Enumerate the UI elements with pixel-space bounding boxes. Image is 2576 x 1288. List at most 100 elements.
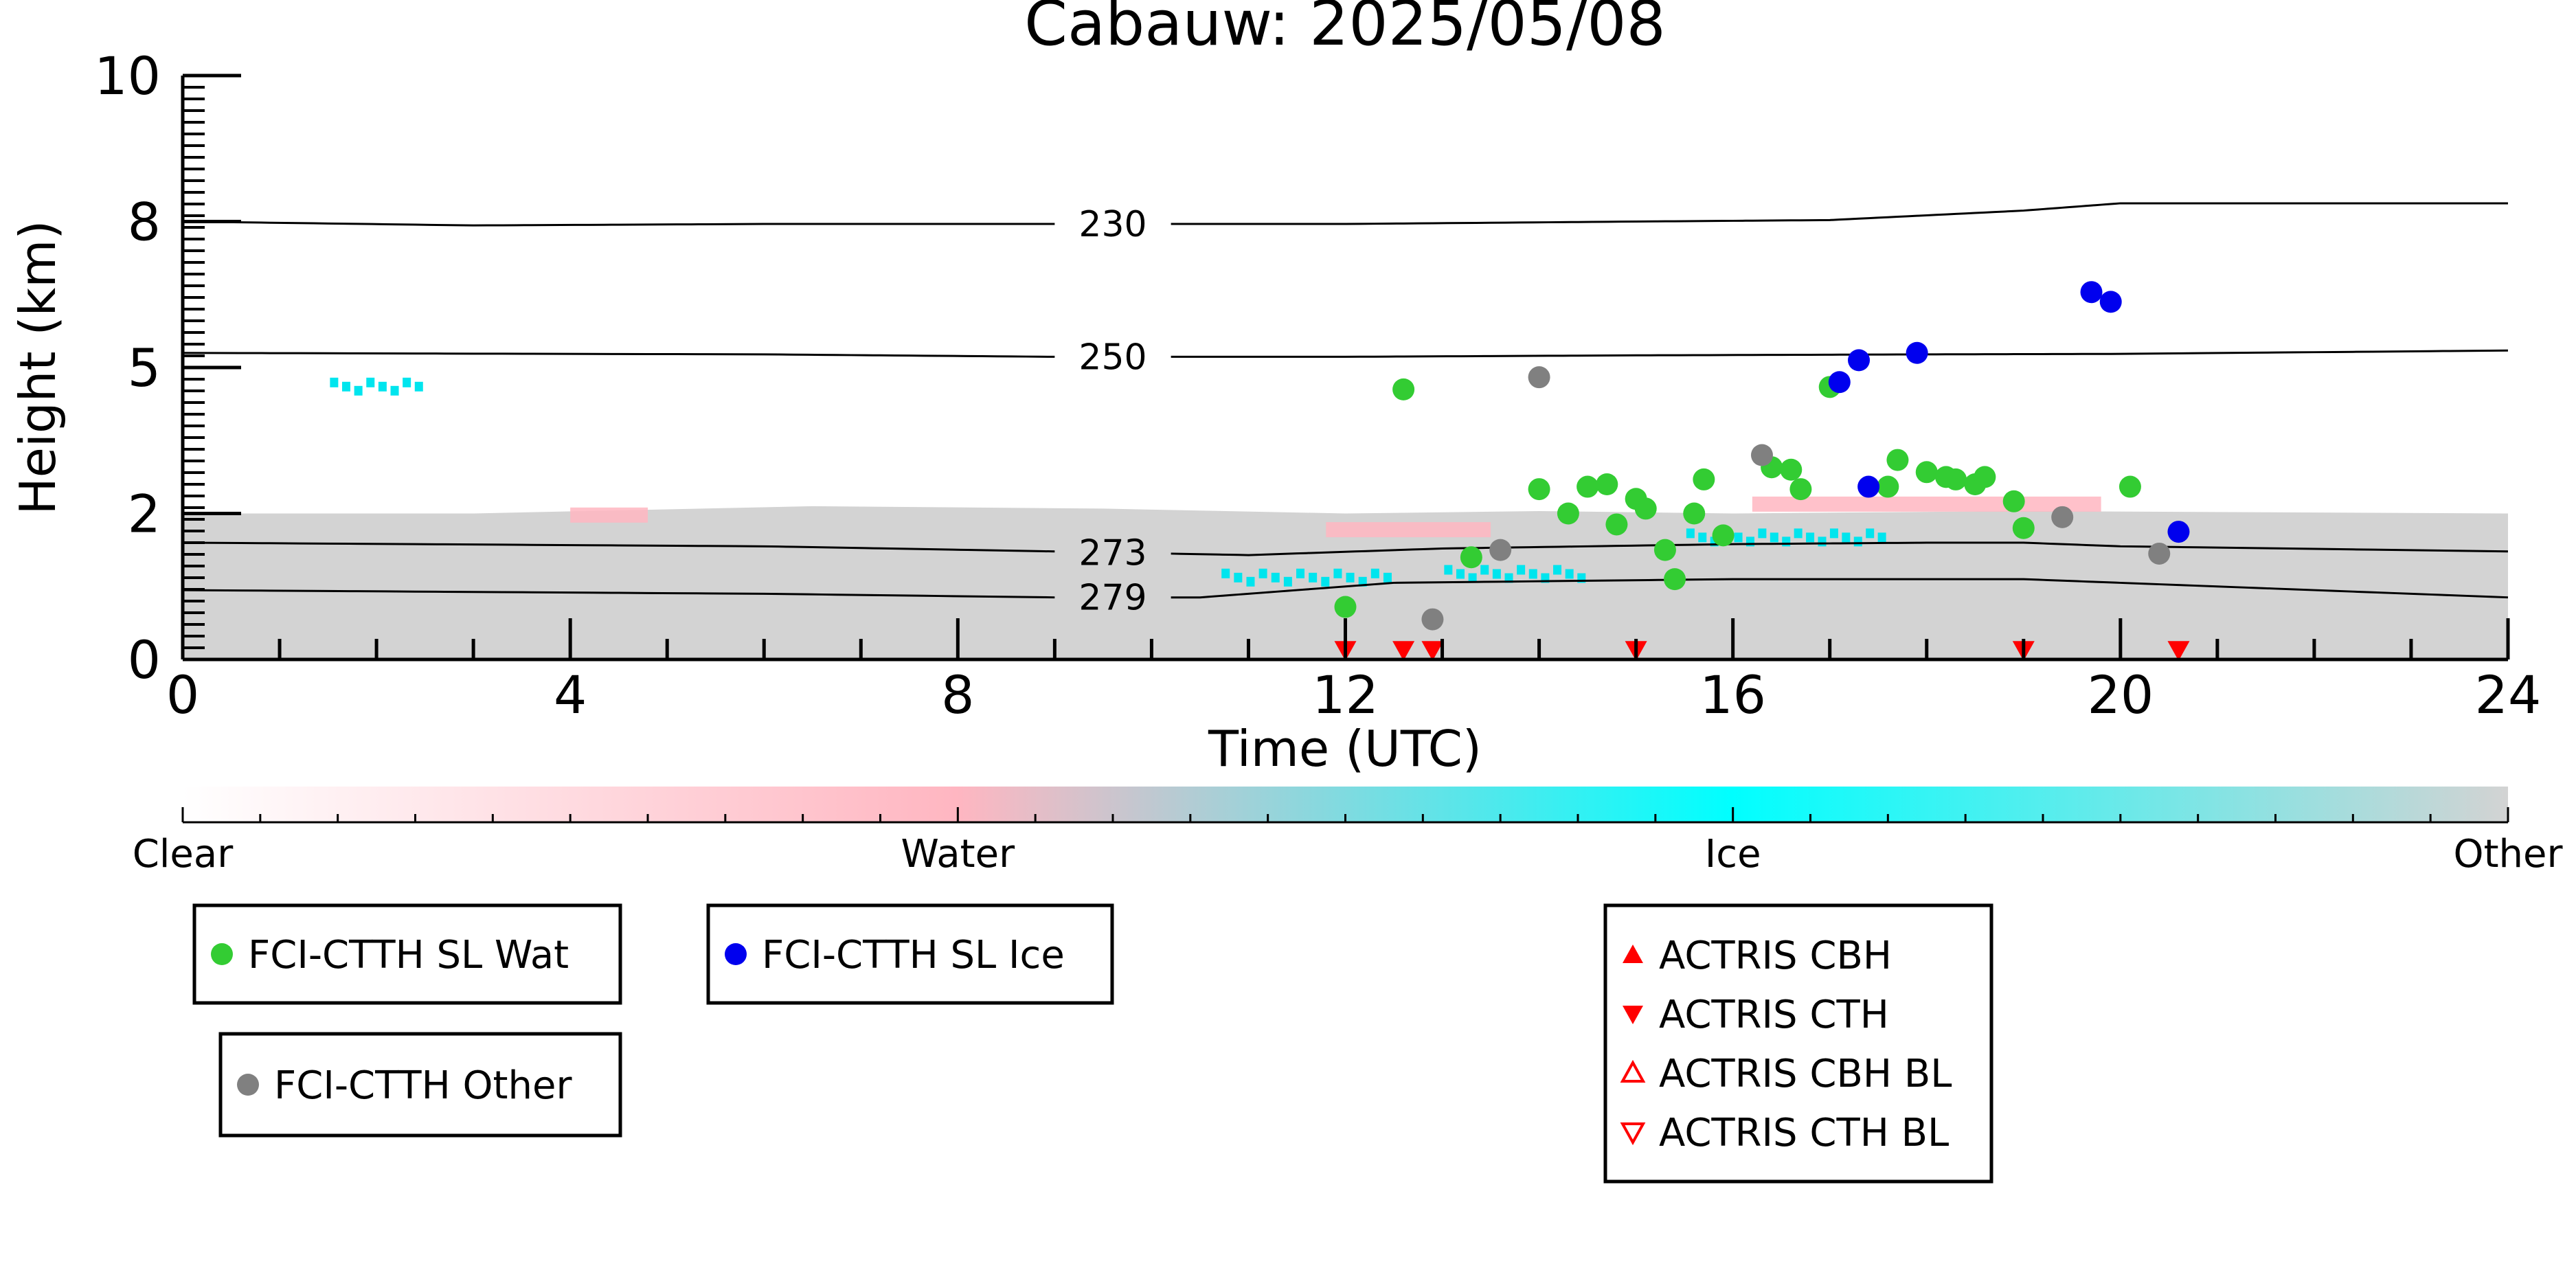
ice-patch-cell xyxy=(1321,576,1330,587)
fci-ctth-sl-wat-marker xyxy=(1877,475,1899,498)
ice-patch-cell xyxy=(1770,532,1778,543)
x-tick-label: 20 xyxy=(2087,664,2154,725)
fci-ctth-sl-wat-marker xyxy=(1634,497,1657,520)
fci-ctth-sl-wat-marker xyxy=(1528,478,1550,501)
fci-ctth-sl-wat-marker xyxy=(1334,596,1357,618)
colorbar: Clear Water Ice Other xyxy=(133,787,2563,877)
ice-patch-cell xyxy=(403,377,411,387)
fci-ctth-sl-wat-marker xyxy=(1915,461,1938,484)
isotherm-line xyxy=(182,589,1055,599)
legend-actris-cth-marker xyxy=(1623,1006,1643,1024)
water-patch xyxy=(1326,522,1491,538)
ice-patch-cell xyxy=(1565,569,1574,579)
legend-actris-cbh-bl-label: ACTRIS CBH BL xyxy=(1659,1052,1952,1096)
fci-ctth-sl-wat-marker xyxy=(1392,378,1415,400)
x-tick-label: 12 xyxy=(1312,664,1379,725)
y-tick-label: 0 xyxy=(128,629,161,690)
legend-frame xyxy=(192,903,622,1005)
ice-patch-cell xyxy=(1333,568,1342,578)
fci-ctth-sl-wat-marker xyxy=(1664,568,1686,591)
ice-patch-cell xyxy=(390,385,399,396)
legend-actris-cbh-marker xyxy=(1623,945,1643,963)
fci-ctth-sl-ice-marker xyxy=(2099,291,2122,313)
x-tick-label: 24 xyxy=(2475,664,2542,725)
x-axis-label: Time (UTC) xyxy=(1208,720,1482,778)
y-tick-label: 5 xyxy=(128,337,161,398)
fci-ctth-sl-wat-marker xyxy=(1683,502,1706,525)
isotherm-line xyxy=(182,352,1055,358)
isotherm-line xyxy=(1171,349,2509,358)
legend-box: FCI-CTTH Other xyxy=(218,1032,622,1138)
colorbar-label: Water xyxy=(901,832,1016,877)
isotherm-line xyxy=(182,541,1055,553)
y-tick-label: 10 xyxy=(94,45,161,106)
legend-box: FCI-CTTH SL Wat xyxy=(192,903,622,1005)
ice-patch-cell xyxy=(1309,572,1318,583)
x-tick-label: 8 xyxy=(941,664,974,725)
fci-ctth-sl-wat-marker xyxy=(1460,546,1482,569)
isotherm-line xyxy=(1171,202,2508,225)
fci-ctth-sl-wat-marker xyxy=(1653,539,1676,561)
colorbar-ticks: Clear Water Ice Other xyxy=(133,807,2563,877)
legend-fci-ctth-other-label: FCI-CTTH Other xyxy=(274,1063,572,1108)
ice-patch-cell xyxy=(1698,532,1707,543)
ice-patch-cell xyxy=(1456,569,1465,579)
legend-actris-cth-label: ACTRIS CTH xyxy=(1659,993,1889,1037)
ice-patch-cell xyxy=(1818,536,1827,547)
legend-fci-ctth-other-marker xyxy=(237,1074,259,1096)
fci-ctth-other-marker xyxy=(1750,444,1773,466)
ice-patch-cell xyxy=(1271,572,1280,583)
ice-patch-cell xyxy=(1553,565,1562,575)
ice-patch-cell xyxy=(1258,568,1267,578)
ice-patch-cell xyxy=(1492,569,1501,579)
ice-patch-cell xyxy=(1480,565,1489,575)
fci-ctth-sl-wat-marker xyxy=(1789,478,1812,501)
isotherm-label: 250 xyxy=(1078,337,1146,378)
legend-fci-ctth-sl-ice-marker xyxy=(725,943,747,965)
isotherm-label: 230 xyxy=(1078,204,1146,245)
actris-cth-marker xyxy=(1392,641,1415,661)
isotherm-label: 279 xyxy=(1078,578,1146,619)
legend-actris-cbh-bl-marker xyxy=(1620,1059,1646,1083)
legend-box: ACTRIS CBH ACTRIS CTH ACTRIS CBH BL ACTRIS … xyxy=(1603,903,1993,1184)
ice-patch-cell xyxy=(1504,573,1513,583)
ice-patch-cell xyxy=(1246,576,1255,587)
x-tick-label: 4 xyxy=(554,664,587,725)
other-cloud-layer xyxy=(183,506,2508,659)
ice-patch-cell xyxy=(1782,536,1791,547)
fci-ctth-sl-ice-marker xyxy=(1906,341,1928,364)
fci-ctth-other-marker xyxy=(2148,542,2171,565)
ice-patch-cell xyxy=(1283,576,1292,587)
fci-ctth-sl-wat-marker xyxy=(1974,466,1996,488)
chart-title: Cabauw: 2025/05/08 xyxy=(1024,0,1666,60)
fci-ctth-other-marker xyxy=(2051,506,2074,528)
isotherm-label: 273 xyxy=(1078,532,1146,574)
fci-ctth-sl-wat-marker xyxy=(1693,468,1715,490)
legend-actris-cth-bl-marker xyxy=(1620,1122,1646,1146)
ice-patch-cell xyxy=(1528,569,1537,579)
legends: FCI-CTTH SL Wat FCI-CTTH SL Ice FCI-CTTH O… xyxy=(192,903,1993,1184)
y-tick-label: 8 xyxy=(128,192,161,253)
fci-ctth-sl-wat-marker xyxy=(1596,473,1618,495)
ice-patch-cell xyxy=(1829,528,1838,539)
ice-patch-cell xyxy=(1794,528,1803,539)
ice-patch-cell xyxy=(1517,565,1526,575)
ice-patch-cell xyxy=(330,377,339,387)
fci-ctth-other-marker xyxy=(1421,608,1444,631)
ice-patch-cell xyxy=(1758,528,1767,539)
fci-ctth-sl-wat-marker xyxy=(1605,513,1628,536)
ice-patch-cell xyxy=(1296,568,1305,578)
fci-ctth-sl-ice-marker xyxy=(2080,281,2103,304)
legend-fci-ctth-sl-ice-label: FCI-CTTH SL Ice xyxy=(762,933,1065,978)
legend-actris-cth-bl-label: ACTRIS CTH BL xyxy=(1659,1111,1949,1155)
fci-ctth-sl-wat-marker xyxy=(1557,502,1579,525)
ice-patch-cell xyxy=(366,377,375,387)
legend-frame xyxy=(1603,903,1993,1184)
ice-patch-cell xyxy=(354,385,363,396)
ice-patch-cell xyxy=(342,381,351,392)
fci-ctth-sl-wat-marker xyxy=(1712,524,1735,547)
fci-ctth-sl-wat-marker xyxy=(1886,449,1909,471)
legend-fci-ctth-sl-wat-label: FCI-CTTH SL Wat xyxy=(248,933,569,978)
fci-ctth-sl-wat-marker xyxy=(2002,490,2025,512)
